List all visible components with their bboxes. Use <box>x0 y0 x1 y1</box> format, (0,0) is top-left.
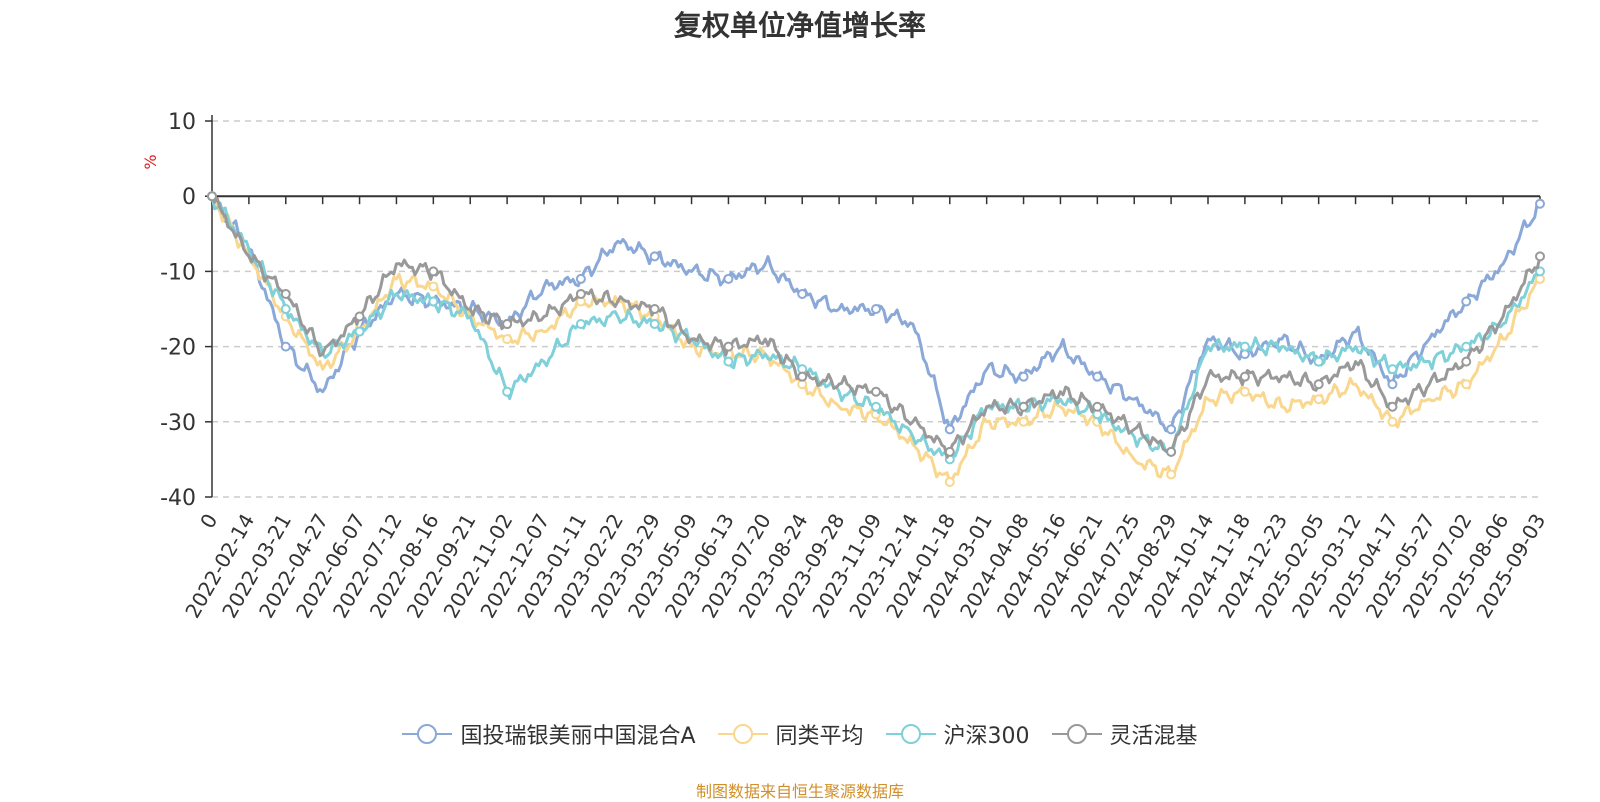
data-point <box>1387 379 1398 390</box>
series-line <box>210 195 1542 461</box>
data-point <box>1239 386 1250 397</box>
data-point <box>1387 364 1398 375</box>
legend-item-fund[interactable]: 国投瑞银美丽中国混合A <box>402 718 696 750</box>
data-point <box>428 281 439 292</box>
data-point <box>1535 266 1545 277</box>
data-point <box>871 386 881 397</box>
data-point <box>354 326 365 337</box>
data-point <box>1092 371 1103 382</box>
data-point <box>428 266 439 277</box>
line-chart: 100-10-20-30-40%02022-02-142022-03-21202… <box>141 110 1550 622</box>
data-point <box>944 446 955 457</box>
data-point <box>502 319 513 330</box>
y-tick-label: -10 <box>160 260 196 285</box>
data-point <box>207 191 217 202</box>
x-tick-label: 0 <box>195 510 222 533</box>
data-point <box>1535 198 1545 209</box>
data-point <box>1313 356 1324 367</box>
data-point <box>1387 416 1398 427</box>
data-point <box>1092 401 1103 412</box>
data-point <box>280 304 291 314</box>
data-point <box>1387 401 1398 412</box>
data-point <box>1239 341 1250 352</box>
data-point <box>1018 416 1029 427</box>
data-point <box>428 296 439 307</box>
data-point <box>1239 371 1250 382</box>
data-point <box>871 401 881 412</box>
data-point <box>723 356 734 367</box>
y-tick-label: 10 <box>168 110 196 135</box>
y-tick-label: 0 <box>182 185 196 210</box>
data-point <box>502 386 513 397</box>
y-tick-label: -40 <box>160 486 196 511</box>
data-point <box>944 424 955 435</box>
legend-swatch-icon <box>717 724 768 744</box>
data-point <box>354 311 365 322</box>
legend-item-csi300[interactable]: 沪深300 <box>885 718 1030 750</box>
data-point <box>1166 424 1177 435</box>
data-point <box>280 341 291 352</box>
y-tick-label: -30 <box>160 411 196 436</box>
axes <box>205 115 1541 498</box>
y-tick-label: -20 <box>160 336 196 361</box>
data-point <box>1461 356 1472 367</box>
data-point <box>575 288 586 299</box>
data-point <box>797 288 808 299</box>
legend-swatch-icon <box>402 724 453 744</box>
data-point <box>649 251 660 262</box>
data-point <box>1018 401 1029 412</box>
legend-swatch-icon <box>885 724 936 744</box>
axis-labels: 100-10-20-30-40%02022-02-142022-03-21202… <box>141 110 1550 622</box>
data-point <box>871 304 881 314</box>
data-point <box>1313 394 1324 405</box>
series-lines <box>207 191 1545 487</box>
data-point <box>649 304 660 314</box>
legend-item-flexible-mixed[interactable]: 灵活混基 <box>1051 718 1198 750</box>
data-point <box>1461 296 1472 307</box>
data-point <box>1166 469 1177 480</box>
chart-title: 复权单位净值增长率 <box>673 9 926 42</box>
legend-label: 同类平均 <box>775 724 864 749</box>
data-point <box>1535 251 1545 262</box>
data-point <box>1461 379 1472 390</box>
legend-item-peer-average[interactable]: 同类平均 <box>717 718 864 750</box>
legend-swatch-icon <box>1051 724 1102 744</box>
data-point <box>649 319 660 330</box>
data-point <box>1018 371 1029 382</box>
legend-label: 沪深300 <box>943 724 1030 749</box>
data-point <box>1313 379 1324 390</box>
legend-label: 灵活混基 <box>1109 724 1198 749</box>
data-point <box>797 371 808 382</box>
data-point <box>1461 341 1472 352</box>
data-point <box>1166 446 1177 457</box>
data-point <box>575 319 586 330</box>
data-source-note: 制图数据来自恒生聚源数据库 <box>695 782 904 801</box>
data-point <box>280 288 291 299</box>
data-point <box>944 476 955 487</box>
data-point <box>502 334 513 345</box>
data-point <box>723 273 734 284</box>
legend: 国投瑞银美丽中国混合A 同类平均 沪深300 灵活混基 <box>0 718 1600 750</box>
legend-label: 国投瑞银美丽中国混合A <box>460 724 696 749</box>
y-axis-label: % <box>141 154 160 169</box>
data-point <box>575 273 586 284</box>
data-point <box>723 341 734 352</box>
